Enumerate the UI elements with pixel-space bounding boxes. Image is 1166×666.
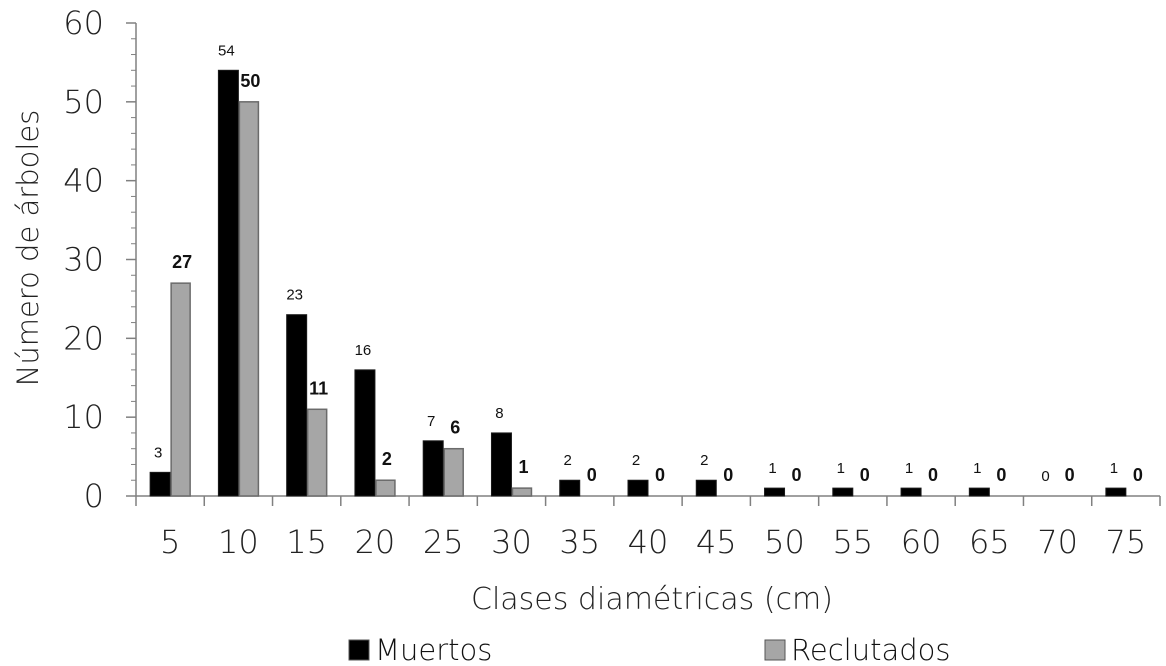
legend-label-reclutados: Reclutados [791, 633, 950, 666]
y-tick-label: 10 [63, 398, 104, 436]
x-tick-label: 25 [423, 523, 464, 561]
bar-muertos [354, 369, 376, 497]
data-label-muertos: 2 [632, 452, 640, 469]
data-label-reclutados: 0 [860, 465, 870, 485]
legend-swatch-muertos [348, 639, 370, 661]
x-tick-label: 65 [969, 523, 1010, 561]
data-label-reclutados: 0 [1065, 465, 1075, 485]
data-label-reclutados: 2 [382, 449, 392, 469]
y-axis-title: Número de árboles [11, 110, 45, 387]
data-label-reclutados: 27 [172, 252, 192, 272]
x-tick-label: 35 [559, 523, 600, 561]
data-label-reclutados: 0 [996, 465, 1006, 485]
data-label-muertos: 23 [286, 287, 303, 304]
x-tick-label: 20 [355, 523, 396, 561]
data-label-muertos: 1 [973, 460, 981, 477]
x-tick-label: 75 [1106, 523, 1147, 561]
bar-muertos [968, 487, 990, 497]
bar-muertos [764, 487, 786, 497]
data-label-muertos: 8 [495, 405, 503, 422]
data-label-reclutados: 50 [240, 71, 260, 91]
bar-muertos [832, 487, 854, 497]
data-label-muertos: 1 [837, 460, 845, 477]
data-label-reclutados: 0 [587, 465, 597, 485]
x-tick-label: 30 [491, 523, 532, 561]
x-tick-label: 15 [286, 523, 327, 561]
x-tick-label: 5 [160, 523, 180, 561]
data-label-muertos: 1 [905, 460, 913, 477]
bars [149, 69, 1127, 497]
bar-muertos [559, 479, 581, 497]
data-label-reclutados: 0 [928, 465, 938, 485]
bar-muertos [217, 69, 239, 497]
y-tick-label: 50 [63, 83, 104, 121]
bar-reclutados [238, 101, 260, 497]
data-label-muertos: 3 [154, 444, 162, 461]
x-tick-label: 70 [1037, 523, 1078, 561]
legend: Muertos Reclutados [348, 633, 950, 666]
data-label-muertos: 1 [1110, 460, 1118, 477]
bar-reclutados [511, 487, 533, 497]
bar-muertos [286, 314, 308, 497]
data-label-muertos: 7 [427, 413, 435, 430]
data-label-reclutados: 6 [450, 418, 460, 438]
bar-reclutados [306, 408, 328, 497]
bar-muertos [1105, 487, 1127, 497]
data-label-reclutados: 1 [518, 457, 528, 477]
data-label-reclutados: 0 [1133, 465, 1143, 485]
data-label-muertos: 1 [768, 460, 776, 477]
x-tick-label: 50 [764, 523, 805, 561]
data-label-muertos: 2 [564, 452, 572, 469]
bar-muertos [695, 479, 717, 497]
x-tick-label: 40 [628, 523, 669, 561]
x-tick-label: 10 [218, 523, 259, 561]
data-label-reclutados: 11 [309, 378, 328, 398]
y-tick-label: 20 [63, 319, 104, 357]
x-tick-label: 55 [832, 523, 873, 561]
y-tick-label: 30 [63, 241, 104, 279]
data-label-muertos: 54 [218, 42, 235, 59]
bar-reclutados [170, 282, 191, 497]
data-label-muertos: 0 [1041, 468, 1049, 485]
y-axis: 0 10 20 30 40 50 60 [63, 4, 137, 515]
data-label-muertos: 2 [700, 452, 708, 469]
bar-muertos [900, 487, 922, 497]
bar-muertos [627, 479, 649, 497]
y-tick-label: 60 [63, 4, 104, 42]
x-axis: 5 10 15 20 25 30 35 40 45 50 55 60 65 70 75 [135, 495, 1161, 561]
data-label-reclutados: 0 [723, 465, 733, 485]
y-tick-label: 0 [84, 477, 104, 515]
legend-label-muertos: Muertos [375, 633, 492, 666]
x-tick-label: 45 [696, 523, 737, 561]
data-label-reclutados: 0 [792, 465, 802, 485]
data-label-reclutados: 0 [655, 465, 665, 485]
bar-reclutados [375, 479, 396, 497]
bar-muertos [490, 432, 512, 497]
bar-muertos [149, 471, 171, 497]
bar-reclutados [443, 447, 464, 497]
x-tick-label: 60 [901, 523, 942, 561]
legend-swatch-reclutados [764, 639, 786, 661]
bar-muertos [422, 440, 444, 497]
y-tick-label: 40 [63, 162, 104, 200]
x-axis-title: Clases diamétricas (cm) [471, 582, 833, 617]
data-label-muertos: 16 [355, 342, 372, 359]
